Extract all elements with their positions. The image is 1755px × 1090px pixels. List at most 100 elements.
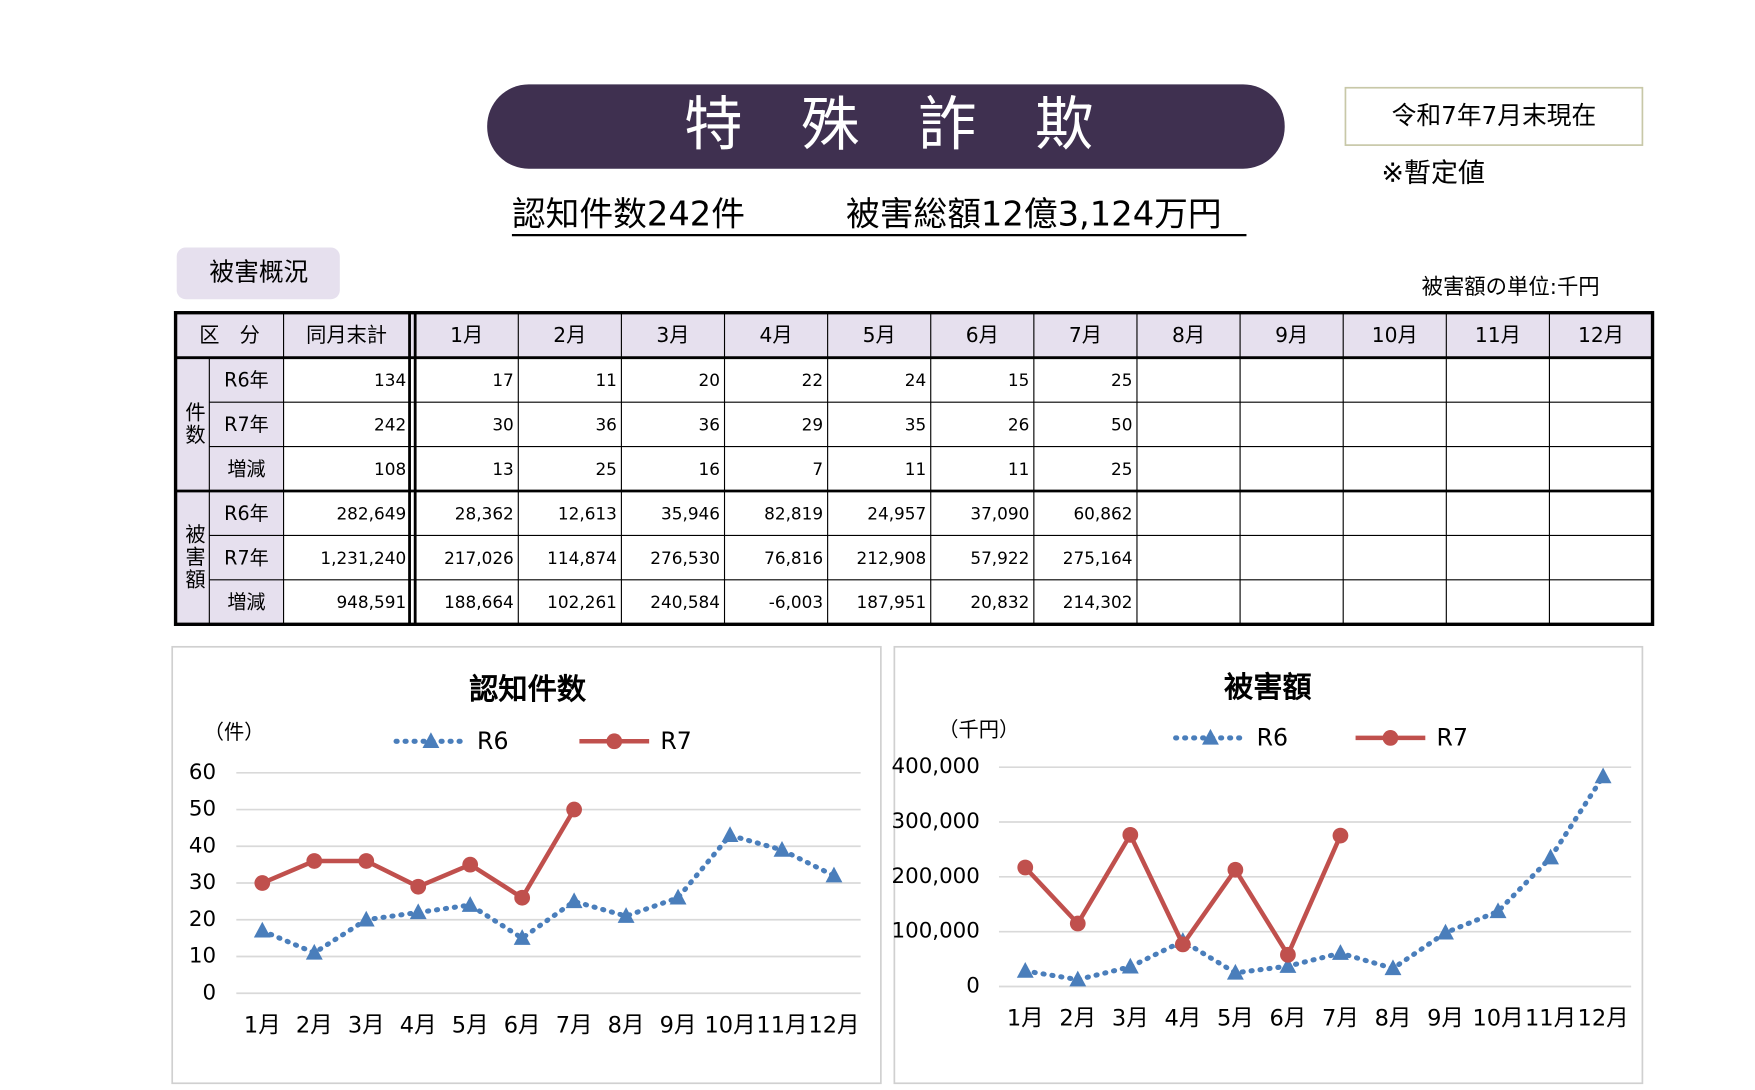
x-tick-label: 1月 — [244, 1012, 281, 1038]
data-point — [305, 943, 323, 960]
table-cell: 24 — [905, 370, 926, 390]
data-point — [1594, 767, 1612, 784]
data-point — [1069, 915, 1086, 932]
unit: 被害額の単位:千円 — [1422, 275, 1600, 300]
note: ※暫定値 — [1381, 158, 1485, 189]
legend-label: R7 — [1437, 724, 1468, 752]
chart-frame — [171, 645, 882, 1085]
legend-label: R6 — [1257, 724, 1288, 752]
x-tick-label: 9月 — [1427, 1006, 1464, 1032]
table-cell: 25 — [1111, 370, 1132, 390]
table-header: 12月 — [1578, 323, 1624, 347]
y-tick-label: 400,000 — [892, 754, 980, 779]
data-point — [514, 889, 531, 906]
x-tick-label: 9月 — [660, 1012, 697, 1038]
x-tick-label: 5月 — [1217, 1006, 1254, 1032]
x-tick-label: 7月 — [556, 1012, 593, 1038]
y-tick-label: 50 — [189, 797, 216, 822]
row-label: R6年 — [224, 502, 269, 525]
table-header: 1月 — [450, 323, 483, 347]
data-point — [1332, 827, 1349, 844]
table-cell: 242 — [374, 414, 406, 434]
data-point — [1016, 961, 1034, 978]
row-label: 増減 — [227, 457, 265, 480]
table-cell: 24,957 — [867, 503, 926, 523]
group-label: 被害額 — [182, 524, 206, 592]
summary-count: 認知件数242件 — [512, 194, 745, 233]
table-cell: 217,026 — [444, 548, 514, 568]
data-point — [1384, 959, 1402, 976]
legend-label: R7 — [660, 727, 691, 755]
data-point — [566, 801, 582, 818]
series-line — [259, 832, 837, 956]
table-cell: 76,816 — [764, 548, 823, 568]
table-cell: 17 — [492, 370, 513, 390]
legend-marker — [606, 733, 623, 750]
data-point — [565, 892, 583, 909]
data-point — [1017, 859, 1034, 876]
data-point — [1227, 861, 1244, 878]
table-cell: 188,664 — [444, 592, 514, 612]
data-point — [1121, 957, 1139, 974]
data-point — [461, 896, 479, 912]
data-point — [1279, 957, 1297, 973]
data-point — [669, 888, 687, 905]
row-label: R7年 — [224, 546, 269, 569]
section-label: 被害概況 — [209, 257, 308, 286]
title-banner — [487, 84, 1285, 169]
table-header: 2月 — [553, 323, 586, 347]
data-point — [1489, 902, 1507, 919]
data-point — [1069, 970, 1087, 987]
table-cell: -6,003 — [769, 592, 823, 612]
x-tick-label: 10月 — [704, 1012, 755, 1038]
data-point — [358, 853, 375, 869]
data-point — [773, 840, 791, 857]
y-tick-label: 0 — [202, 980, 216, 1005]
table-cell: 60,862 — [1073, 503, 1132, 523]
table-cell: 29 — [802, 414, 823, 434]
date-box — [1344, 86, 1644, 146]
data-point — [1332, 944, 1349, 960]
data-point — [306, 853, 323, 869]
table-header: 9月 — [1275, 323, 1308, 347]
table-cell: 214,302 — [1063, 592, 1133, 612]
table-cell: 282,649 — [336, 503, 406, 523]
title: 特 殊 詐 欺 — [684, 90, 1093, 158]
chart-title: 被害額 — [1224, 670, 1312, 704]
x-tick-label: 5月 — [452, 1012, 489, 1038]
section-box — [176, 247, 340, 300]
table-cell: 82,819 — [764, 503, 823, 523]
y-tick-label: 10 — [189, 944, 216, 969]
x-tick-label: 7月 — [1322, 1006, 1359, 1032]
header-background — [175, 312, 1653, 358]
legend-label: R6 — [477, 727, 508, 755]
table-cell: 1,231,240 — [320, 548, 406, 568]
table-cell: 948,591 — [336, 592, 406, 612]
y-tick-label: 0 — [966, 974, 980, 999]
x-tick-label: 6月 — [504, 1012, 541, 1038]
y-axis-label: （千円） — [938, 718, 1019, 742]
data-point — [409, 903, 427, 920]
data-point — [513, 929, 531, 945]
row-label: R7年 — [224, 413, 269, 436]
table-cell: 114,874 — [547, 548, 617, 568]
table-cell: 276,530 — [650, 548, 720, 568]
table-cell: 275,164 — [1063, 548, 1133, 568]
x-tick-label: 11月 — [756, 1012, 807, 1038]
x-tick-label: 8月 — [608, 1012, 645, 1038]
x-tick-label: 2月 — [296, 1012, 333, 1038]
table-cell: 50 — [1111, 414, 1132, 434]
x-tick-label: 3月 — [348, 1012, 385, 1038]
data-point — [1174, 936, 1191, 953]
table-cell: 26 — [1008, 414, 1029, 434]
table-cell: 22 — [802, 370, 823, 390]
x-tick-label: 1月 — [1007, 1006, 1044, 1032]
table-header: 区 分 — [199, 323, 260, 347]
y-tick-label: 100,000 — [892, 919, 980, 944]
table-cell: 7 — [812, 459, 823, 479]
table-header: 10月 — [1372, 323, 1418, 347]
table-cell: 212,908 — [857, 548, 927, 568]
data-point — [721, 826, 739, 843]
table-cell: 187,951 — [857, 592, 927, 612]
